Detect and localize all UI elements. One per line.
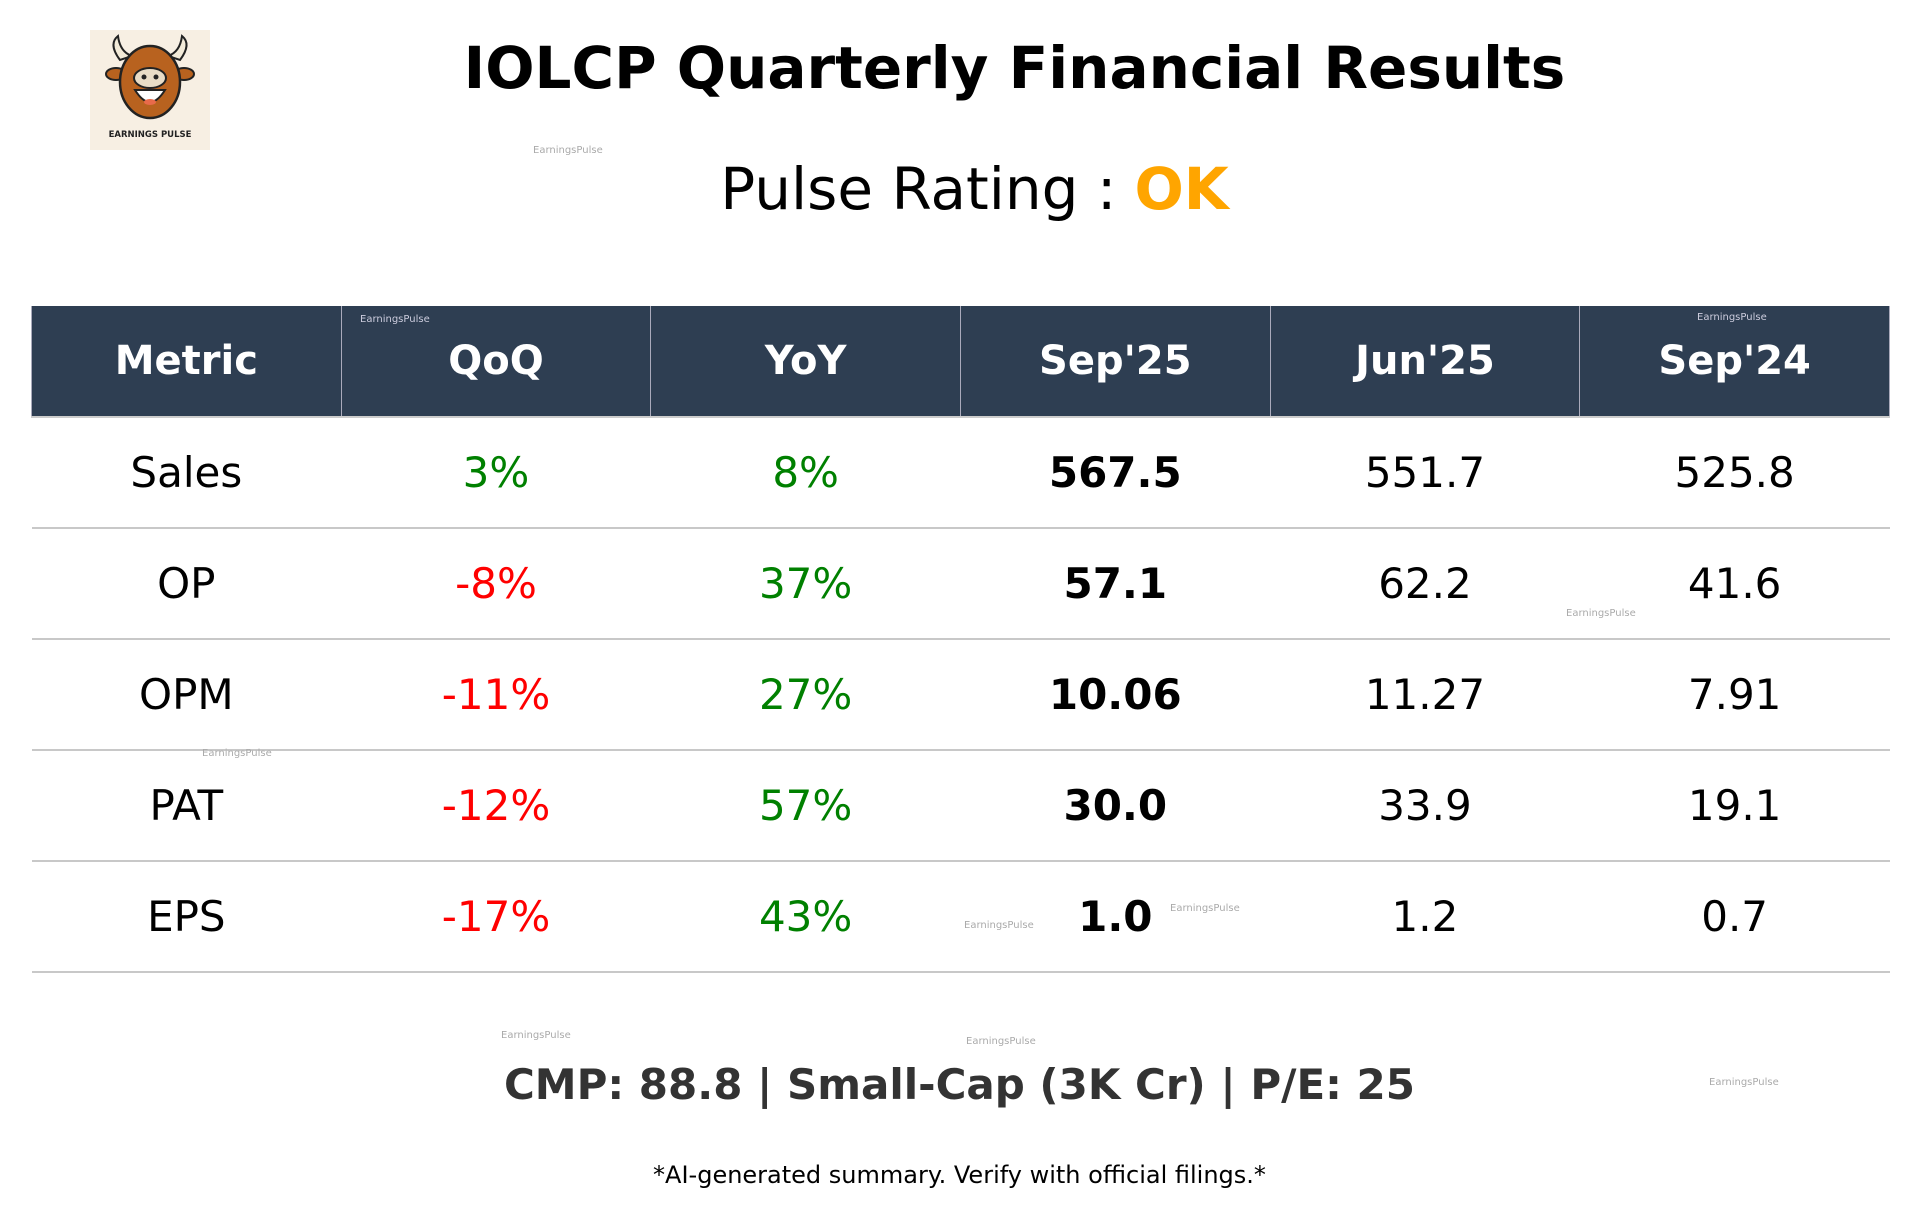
header-sep24: Sep'24 [1579,306,1890,418]
rating-value: OK [1134,155,1229,223]
watermark: EarningsPulse [1566,608,1636,619]
cell-metric: OPM [31,639,342,751]
cell-jun25: 11.27 [1270,639,1580,751]
cell-sep24: 19.1 [1579,750,1890,862]
cell-sep24: 0.7 [1579,861,1890,973]
header-jun25: Jun'25 [1269,306,1581,418]
cell-qoq: 3% [341,417,651,529]
cell-sep25: 1.0 [960,861,1271,973]
cmp-summary: CMP: 88.8 | Small-Cap (3K Cr) | P/E: 25 [503,1060,1416,1109]
cell-yoy: 8% [650,417,961,529]
cell-metric: EPS [31,861,342,973]
cell-qoq: -8% [341,528,651,640]
watermark: EarningsPulse [1709,1077,1779,1088]
cell-yoy: 43% [650,861,961,973]
table-header: Metric QoQ YoY Sep'25 Jun'25 Sep'24 [31,306,1890,418]
cell-metric: Sales [31,417,342,529]
results-table: Metric QoQ YoY Sep'25 Jun'25 Sep'24 Sale… [31,306,1890,973]
watermark: EarningsPulse [501,1030,571,1041]
cell-qoq: -17% [341,861,651,973]
cell-yoy: 57% [650,750,961,862]
table-row: EPS -17% 43% 1.0 1.2 0.7 [31,861,1890,973]
table-row: Sales 3% 8% 567.5 551.7 525.8 [31,417,1890,529]
watermark: EarningsPulse [202,748,272,759]
rating-label: Pulse Rating : [720,155,1117,223]
header-sep25: Sep'25 [959,306,1271,418]
cell-sep25: 57.1 [960,528,1271,640]
cell-metric: PAT [31,750,342,862]
logo: EARNINGS PULSE [90,30,210,150]
disclaimer: *AI-generated summary. Verify with offic… [653,1161,1266,1189]
cell-yoy: 27% [650,639,961,751]
cell-yoy: 37% [650,528,961,640]
cell-sep24: 41.6 [1579,528,1890,640]
cell-sep25: 10.06 [960,639,1271,751]
watermark: EarningsPulse [1697,312,1767,323]
watermark: EarningsPulse [533,145,603,156]
cell-qoq: -12% [341,750,651,862]
header-qoq: QoQ [340,306,652,418]
cell-jun25: 1.2 [1270,861,1580,973]
cell-sep24: 525.8 [1579,417,1890,529]
watermark: EarningsPulse [966,1036,1036,1047]
cell-sep24: 7.91 [1579,639,1890,751]
watermark: EarningsPulse [964,920,1034,931]
cell-jun25: 33.9 [1270,750,1580,862]
cell-qoq: -11% [341,639,651,751]
table-row: PAT -12% 57% 30.0 33.9 19.1 [31,750,1890,862]
cell-jun25: 551.7 [1270,417,1580,529]
pulse-rating: Pulse Rating : OK [0,155,1919,223]
logo-text: EARNINGS PULSE [108,130,192,140]
table-row: OPM -11% 27% 10.06 11.27 7.91 [31,639,1890,751]
bull-icon [105,34,195,120]
cell-sep25: 567.5 [960,417,1271,529]
cell-jun25: 62.2 [1270,528,1580,640]
table-row: OP -8% 37% 57.1 62.2 41.6 [31,528,1890,640]
header-metric: Metric [31,306,342,418]
cell-sep25: 30.0 [960,750,1271,862]
cell-metric: OP [31,528,342,640]
watermark: EarningsPulse [360,314,430,325]
watermark: EarningsPulse [1170,903,1240,914]
page-title: IOLCP Quarterly Financial Results [463,34,1566,102]
header-yoy: YoY [650,306,961,418]
